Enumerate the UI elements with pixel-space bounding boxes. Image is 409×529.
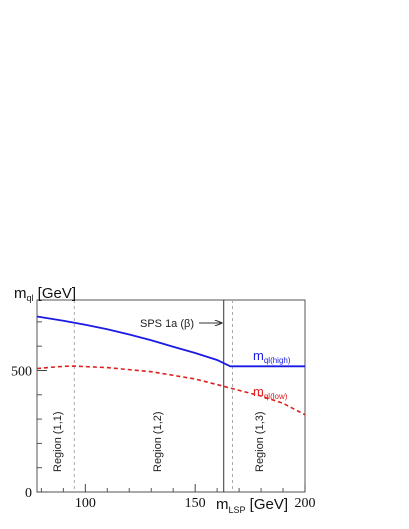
region-label-1-2: Region (1,2): [152, 411, 164, 472]
x-tick-label-100: 100: [75, 496, 96, 511]
series-label-high-sub: ql(high): [264, 356, 291, 365]
y-axis-label-unit: [GeV]: [34, 285, 77, 302]
annotation-sps1a: SPS 1a (β): [140, 318, 194, 330]
y-axis-label: mql [GeV]: [14, 285, 76, 303]
series-label-low-sub: ql(low): [264, 392, 288, 401]
y-tick-label-500: 500: [11, 364, 32, 379]
y-axis-label-sub: ql: [27, 293, 34, 303]
x-tick-label-200: 200: [295, 496, 316, 511]
series-line-1: [36, 365, 306, 416]
y-tick-label-0: 0: [25, 486, 32, 501]
series-line-0: [36, 315, 305, 368]
x-tick-label-150: 150: [185, 496, 206, 511]
axis-ticks: 100 150 200 0 500: [11, 321, 316, 511]
series-label-low: mql(low): [253, 384, 288, 401]
series-label-high: mql(high): [253, 348, 291, 365]
vertical-reference-lines: [73, 300, 234, 492]
region-label-1-3: Region (1,3): [254, 411, 266, 472]
x-axis-label-unit: [GeV]: [246, 496, 289, 513]
region-label-1-1: Region (1,1): [52, 411, 64, 472]
x-axis-label: mLSP [GeV]: [216, 496, 288, 515]
plot-frame: [36, 299, 306, 493]
series-group: [36, 315, 306, 416]
x-axis-label-sub: LSP: [229, 505, 246, 515]
